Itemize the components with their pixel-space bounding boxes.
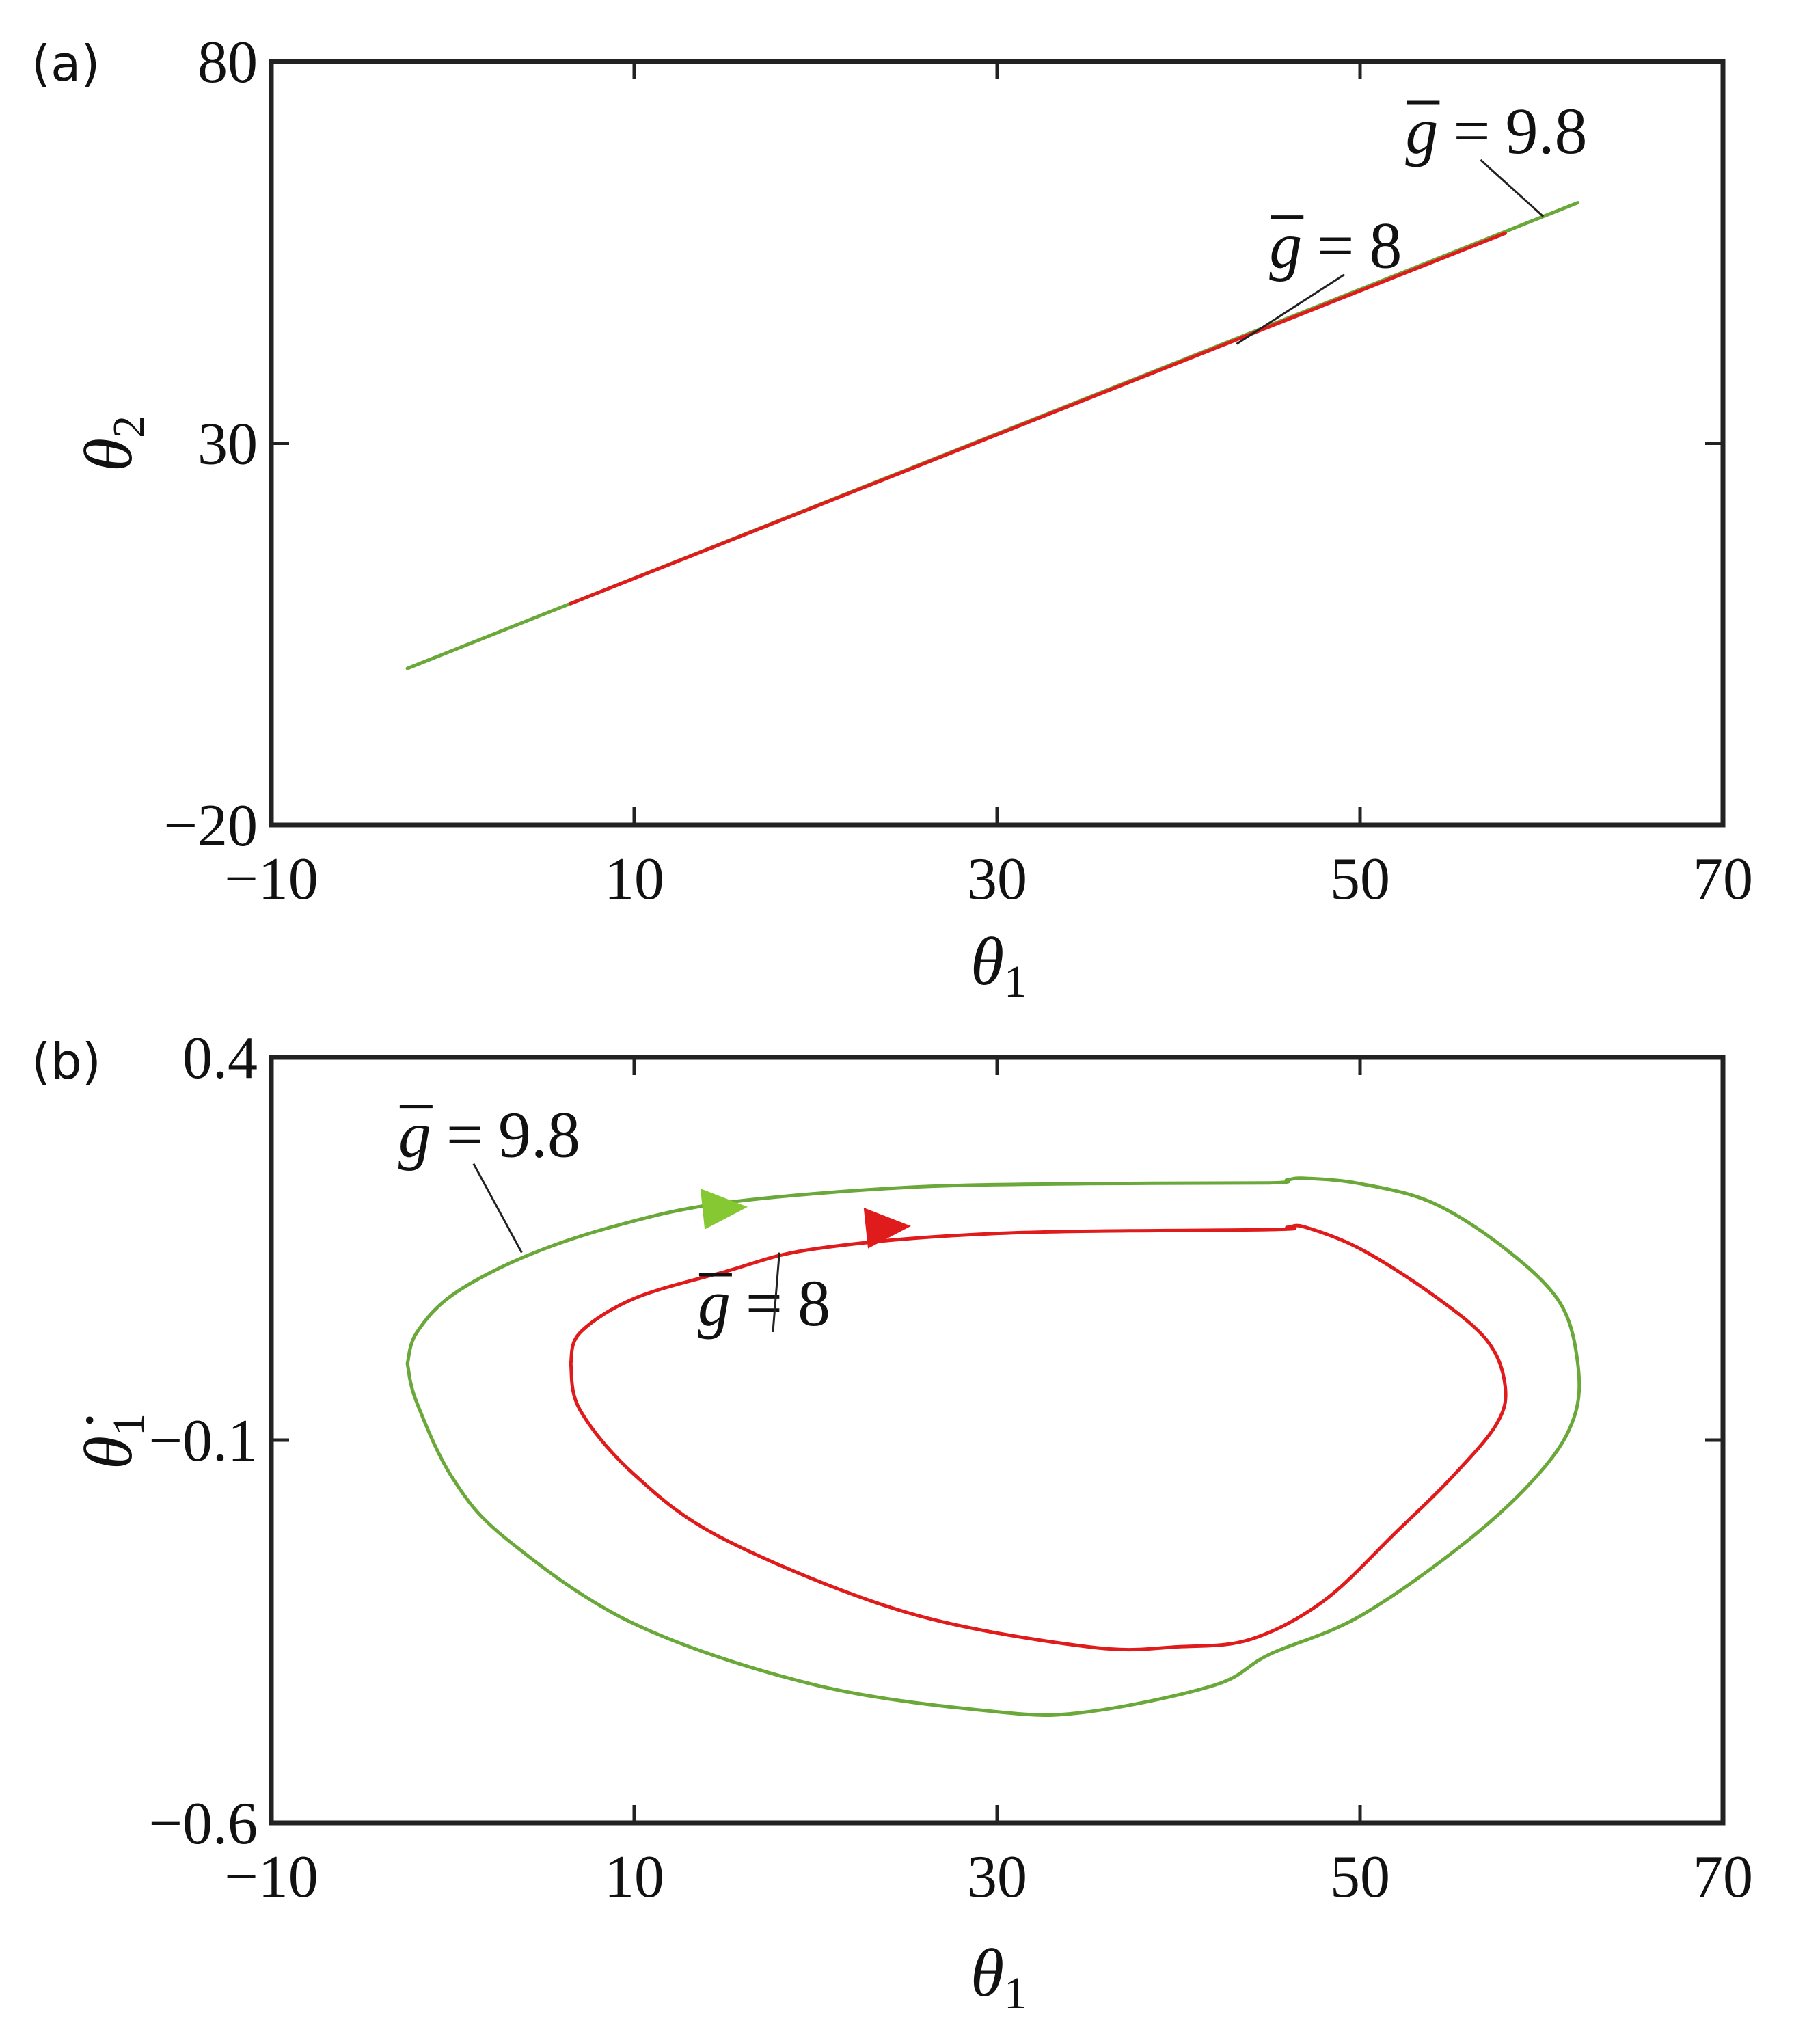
annotation-g8: g = 8 <box>698 1252 830 1340</box>
y-tick-label-a: 30 <box>198 411 258 478</box>
x-tick-label-b: −10 <box>224 1844 318 1910</box>
annotation-label: g = 9.8 <box>1405 94 1587 167</box>
y-tick-label-b: −0.1 <box>148 1408 258 1474</box>
annotation-g9-8: g = 9.8 <box>1405 94 1588 217</box>
plot-area-b <box>405 1176 1581 1717</box>
series-line-b-g9-8 <box>405 1176 1581 1717</box>
x-axis-label-b: θ1 <box>970 1935 1027 2018</box>
x-tick-label-b: 50 <box>1330 1844 1390 1910</box>
y-tick-label-a: 80 <box>198 29 258 96</box>
x-tick-label-b: 30 <box>967 1844 1027 1910</box>
panel-label-b: (b) <box>31 1033 101 1090</box>
leader-line <box>472 1163 523 1254</box>
y-axis-label-a: θ2 <box>70 416 154 472</box>
panel-label-a: (a) <box>31 35 100 92</box>
leader-line <box>772 1252 780 1333</box>
y-axis-label-b: θ̇1 <box>70 1413 154 1469</box>
y-tick-label-a: −20 <box>163 793 258 859</box>
panel-a: (a) −10 10 30 50 70 −20 30 80 g = 9.8g = 8 θ1 θ2 <box>31 29 1753 1007</box>
annotations-b: g = 9.8 g = 8 <box>398 1098 830 1340</box>
direction-arrow-g8 <box>863 1208 911 1249</box>
x-tick-label-b: 70 <box>1693 1844 1753 1910</box>
ticks-b: −10 10 30 50 70 −0.6 −0.1 0.4 <box>148 1025 1753 1910</box>
x-tick-label-a: 10 <box>604 846 664 912</box>
x-axis-label-a: θ1 <box>970 923 1027 1007</box>
annotation-g9-8: g = 9.8 <box>398 1098 580 1254</box>
leader-line <box>1480 159 1545 217</box>
y-tick-label-b: −0.6 <box>148 1791 258 1857</box>
axes-frame-b <box>269 1055 1726 1826</box>
axes-frame-a <box>269 59 1726 828</box>
x-tick-label-a: −10 <box>224 846 318 912</box>
x-tick-label-b: 10 <box>604 1844 664 1910</box>
x-tick-label-a: 30 <box>967 846 1027 912</box>
annotation-label: g = 8 <box>1269 209 1402 282</box>
ticks-a: −10 10 30 50 70 −20 30 80 <box>163 29 1753 912</box>
annotation-label: g = 9.8 <box>398 1098 580 1171</box>
annotation-label: g = 8 <box>698 1266 830 1340</box>
leader-line <box>1236 273 1346 345</box>
panel-b: (b) −10 10 30 50 70 −0.6 −0.1 0.4 g = 9.8 g = 8 θ1 θ… <box>31 1025 1753 2018</box>
x-tick-label-a: 50 <box>1330 846 1390 912</box>
y-tick-label-b: 0.4 <box>182 1025 258 1092</box>
x-tick-label-a: 70 <box>1693 846 1753 912</box>
plot-area-a <box>405 201 1580 670</box>
series-line-a-g8 <box>569 231 1507 606</box>
direction-arrow-g9-8 <box>700 1189 748 1230</box>
annotation-g8: g = 8 <box>1236 209 1402 345</box>
annotations-a: g = 9.8g = 8 <box>1236 94 1588 345</box>
series-line-b-g8 <box>569 1223 1508 1652</box>
